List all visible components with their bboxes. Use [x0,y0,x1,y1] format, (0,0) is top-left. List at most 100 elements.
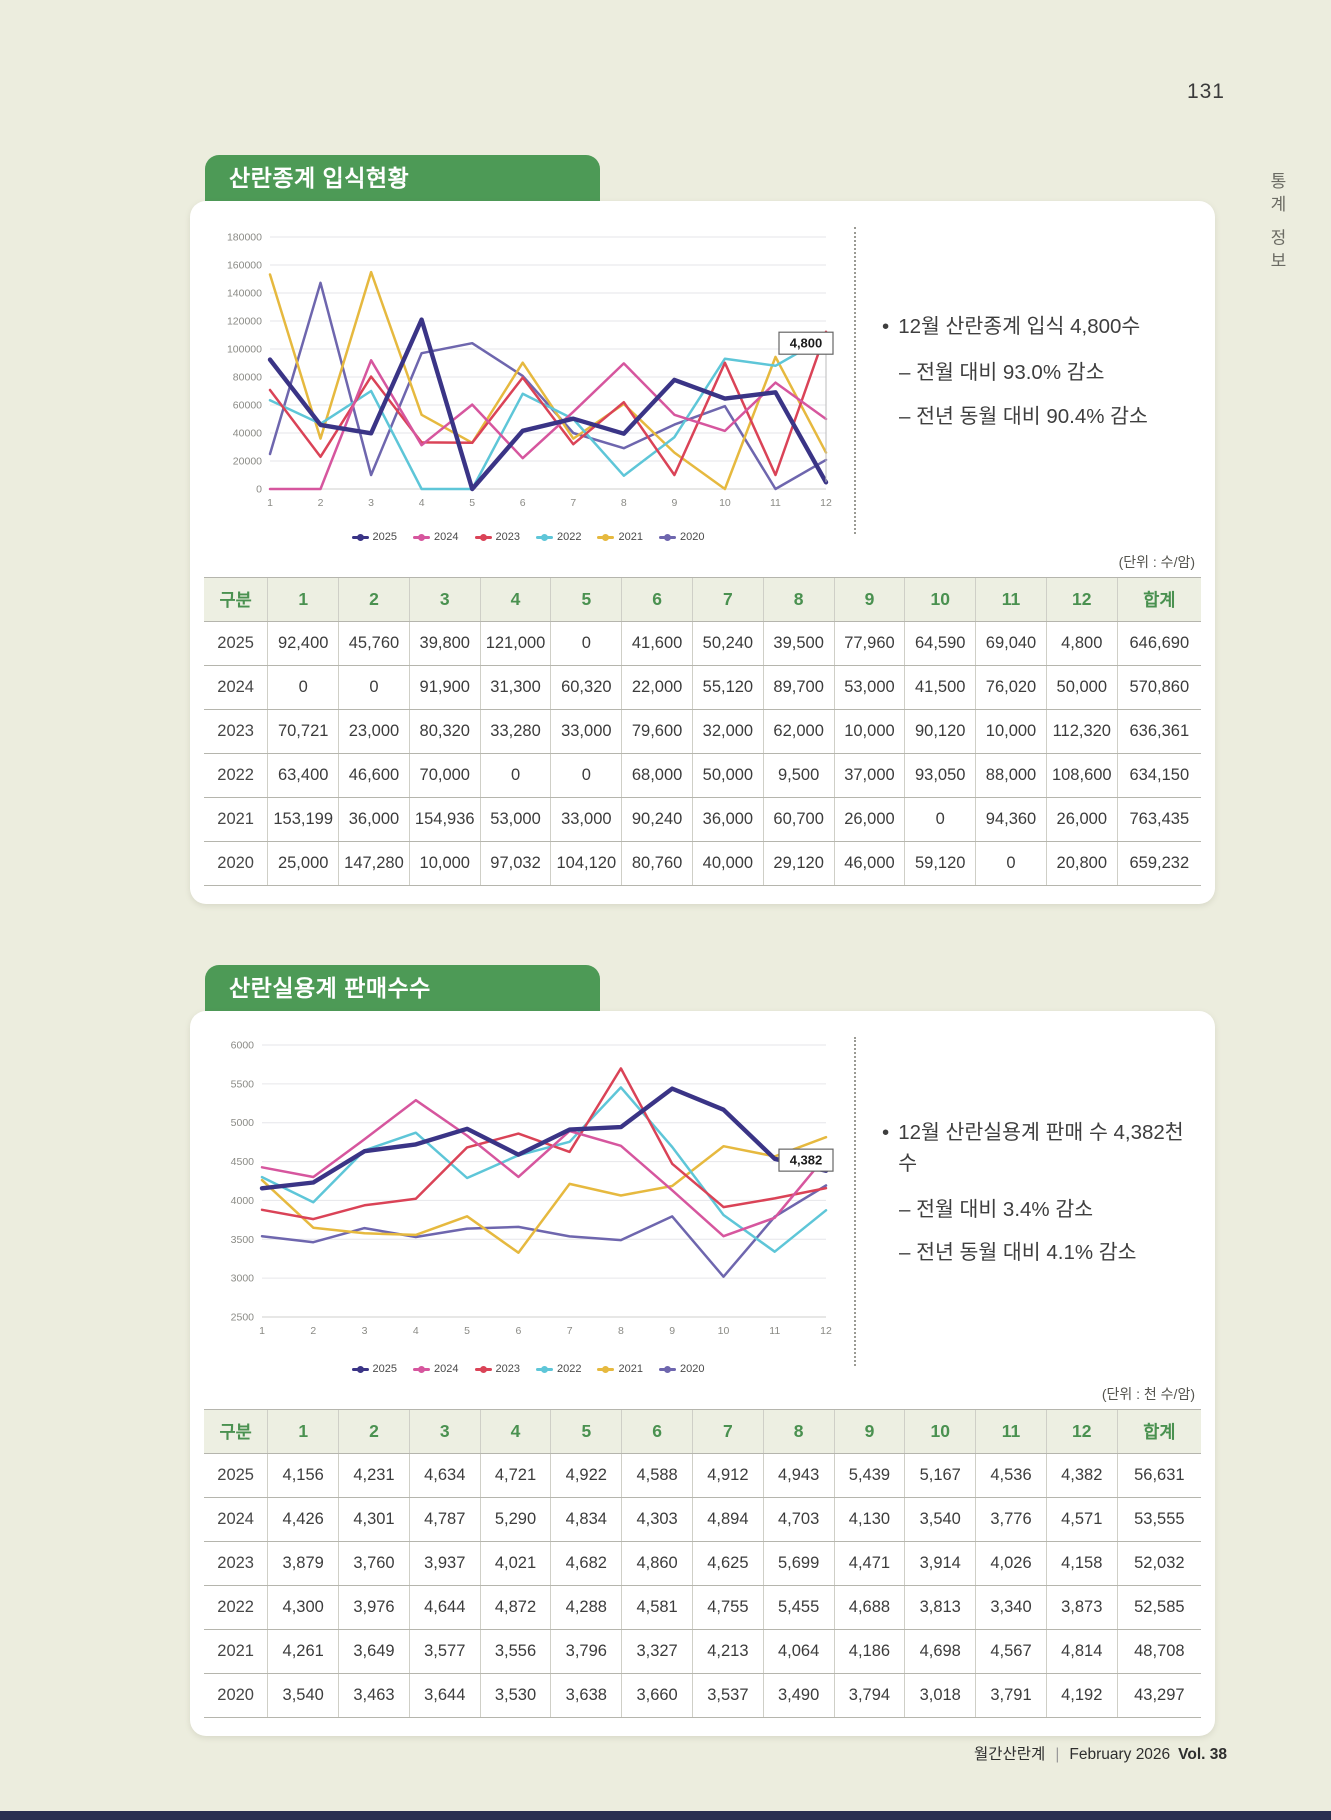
column-header: 11 [975,577,1047,622]
legend-item: 2021 [597,531,643,543]
value-cell: 94,360 [975,797,1047,842]
legend-label: 2022 [557,1363,582,1375]
value-cell: 36,000 [691,797,764,842]
series-line-2020 [260,1184,828,1278]
column-header: 9 [833,1409,905,1454]
value-cell: 50,000 [1045,665,1118,710]
x-tick-label: 2 [318,497,324,509]
value-cell: 41,600 [621,621,693,666]
y-tick-label: 120000 [227,316,262,328]
bullet-marker: • [882,1121,890,1144]
legend: 2025 2024 2023 2022 2021 2020 [351,1358,704,1380]
y-tick-label: 5000 [231,1117,255,1129]
value-cell: 3,577 [408,1629,481,1674]
value-cell: 55,120 [691,665,764,710]
chart-annotation: 4,382 [778,1148,834,1172]
section-card: 2500 3000 3500 4000 4500 5000 5500 6000 1 2 3 4 5 6 7 8… [190,1011,1215,1736]
column-header: 1 [267,1409,339,1454]
total-cell: 634,150 [1116,753,1201,798]
legend-marker-icon [474,1365,492,1373]
data-table: 구분 1 2 3 4 5 6 7 8 9 10 11 12 합계 2025 4,156 4,231 4,634 4,… [204,1409,1201,1718]
value-cell: 4,912 [691,1453,764,1498]
value-cell: 3,644 [408,1673,481,1718]
legend-marker-icon [413,1365,431,1373]
column-header: 구분 [204,1409,268,1454]
value-cell: 3,530 [479,1673,551,1718]
value-cell: 4,536 [975,1453,1047,1498]
value-cell: 4,625 [691,1541,764,1586]
data-table-wrap: 구분 1 2 3 4 5 6 7 8 9 10 11 12 합계 2025 4,156 4,231 4,634 4,… [204,1409,1201,1718]
value-cell: 90,240 [621,797,693,842]
legend-marker-icon [474,533,492,541]
legend-marker-icon [597,533,615,541]
legend-label: 2025 [372,1363,398,1375]
note-detail: – 전월 대비 93.0% 감소 [899,361,1105,385]
page-number: 131 [1186,80,1225,103]
section-header: 산란종계 입식현황 [205,155,600,201]
value-cell: 108,600 [1045,753,1118,798]
value-cell: 10,000 [408,841,481,886]
section-card: 0 20000 40000 60000 80000 100000 120000 140000 1… [190,201,1215,904]
value-cell: 39,800 [408,621,481,666]
legend-marker-icon [351,1365,369,1373]
value-cell: 3,791 [975,1673,1047,1718]
value-cell: 4,581 [621,1585,693,1630]
x-tick-label: 12 [820,497,832,509]
table-row: 2023 70,721 23,000 80,320 33,280 33,000 79,600… [204,709,1201,754]
legend-marker-icon [536,1365,553,1373]
value-cell: 3,540 [267,1673,339,1718]
value-cell: 4,800 [1045,621,1118,666]
column-header: 3 [408,577,481,622]
value-cell: 5,290 [479,1497,551,1542]
value-cell: 4,860 [621,1541,693,1586]
table-row: 2024 4,426 4,301 4,787 5,290 4,834 4,303 4,894 4… [204,1497,1201,1542]
column-header: 7 [691,577,764,622]
column-header: 5 [550,577,622,622]
x-tick-label: 2 [310,1325,316,1337]
series-line-2023 [268,330,828,477]
value-cell: 89,700 [762,665,835,710]
total-cell: 56,631 [1116,1453,1201,1498]
legend-item: 2024 [413,531,459,543]
bullet-marker: • [882,315,890,339]
value-cell: 3,776 [975,1497,1047,1542]
value-cell: 60,700 [762,797,835,842]
chart-svg: 2500 3000 3500 4000 4500 5000 5500 6000 1 2 3 4 5 6 7 8… [204,1033,852,1356]
chart-annotation: 4,800 [778,331,834,483]
legend-item: 2023 [474,531,520,543]
value-cell: 33,000 [550,797,622,842]
legend-item: 2022 [536,531,581,543]
value-cell: 88,000 [975,753,1047,798]
value-cell: 93,050 [904,753,976,798]
value-cell: 92,400 [267,621,339,666]
value-cell: 91,900 [408,665,481,710]
legend-item: 2025 [351,1363,398,1375]
value-cell: 41,500 [904,665,976,710]
column-header: 10 [904,1409,976,1454]
x-tick-label: 10 [719,497,731,509]
x-tick-label: 6 [520,497,526,509]
y-tick-label: 160000 [227,260,262,272]
svg-text:4,382: 4,382 [790,1153,823,1168]
value-cell: 4,634 [408,1453,481,1498]
value-cell: 4,688 [833,1585,905,1630]
notes: • 12월 산란종계 입식 4,800수 – 전월 대비 93.0% 감소 – … [856,312,1201,458]
value-cell: 4,213 [691,1629,764,1674]
total-cell: 570,860 [1116,665,1201,710]
value-cell: 4,721 [479,1453,551,1498]
series-line-2022 [268,335,828,491]
y-tick-label: 2500 [231,1312,255,1324]
data-table: 구분 1 2 3 4 5 6 7 8 9 10 11 12 합계 2025 92,400 45,760 39,80… [204,577,1201,886]
series-line-2024 [260,1098,828,1238]
value-cell: 4,300 [267,1585,339,1630]
value-cell: 4,755 [691,1585,764,1630]
legend-marker-icon [351,533,369,541]
section-header: 산란실용계 판매수수 [205,965,600,1011]
x-tick-label: 6 [515,1325,521,1337]
table-row: 2021 4,261 3,649 3,577 3,556 3,796 3,327 4,213 4… [204,1629,1201,1674]
total-cell: 636,361 [1116,709,1201,754]
value-cell: 5,699 [762,1541,835,1586]
chart-svg: 0 20000 40000 60000 80000 100000 120000 140000 1… [204,223,852,524]
value-cell: 97,032 [479,841,551,886]
